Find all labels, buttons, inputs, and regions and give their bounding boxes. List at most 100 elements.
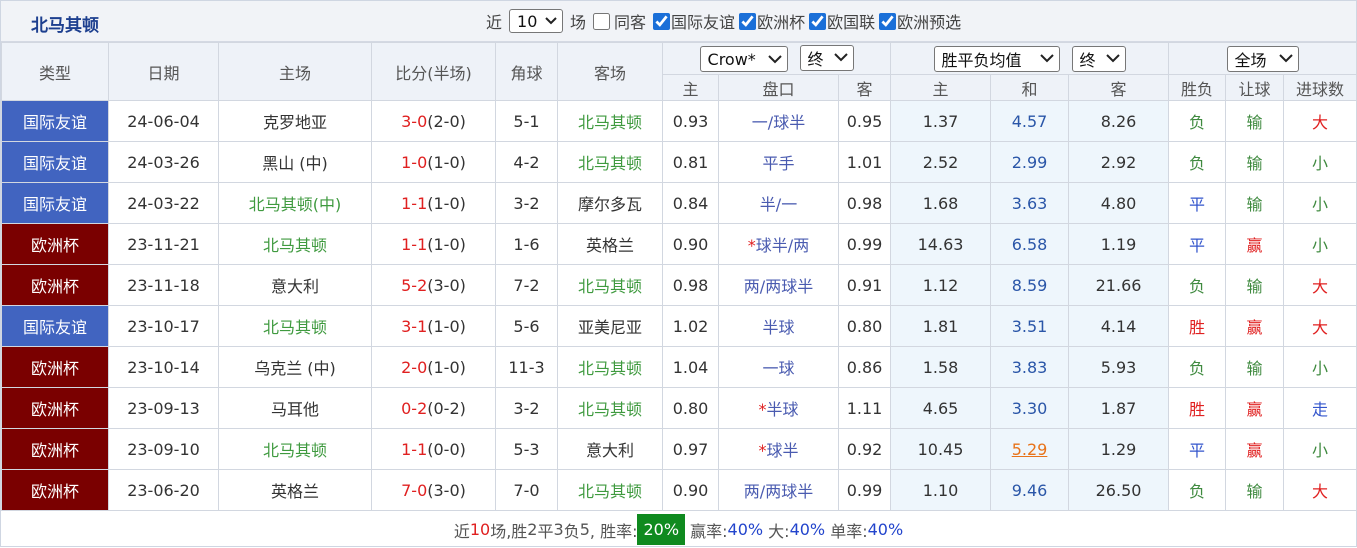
- away-team-text: 英格兰: [585, 236, 634, 255]
- dropdown[interactable]: 终: [799, 44, 854, 71]
- goals-result-text: 大: [1312, 482, 1329, 501]
- team-title: 北马其顿: [31, 16, 99, 36]
- match-date-text: 23-09-10: [127, 439, 200, 459]
- handicap-line: *球半/两: [718, 223, 839, 265]
- home-handicap-odds-text: 0.98: [672, 275, 709, 295]
- competition-type: 欧洲杯: [1, 346, 109, 388]
- home-handicap-odds: 1.04: [662, 346, 719, 388]
- match-date: 23-11-18: [108, 264, 219, 306]
- home-team-text: 北马其顿: [262, 236, 327, 255]
- sub-header-row: 主盘口客主和客胜负 让球 进球数: [2, 74, 1357, 101]
- corners-text: 1-6: [513, 234, 540, 254]
- match-date: 24-03-26: [108, 141, 219, 183]
- match-date: 24-03-22: [108, 182, 219, 224]
- match-row: 欧洲杯 23-11-18 意大利 5-2(3-0) 7-2 北马其顿 0.98 两/两球半 0.…: [1, 264, 1357, 306]
- summary-segment: 2: [527, 520, 538, 539]
- handicap-result-text: 输: [1246, 154, 1263, 173]
- competition-type-text: 国际友谊: [22, 318, 87, 337]
- loss-odds-text: 1.87: [1100, 398, 1137, 418]
- handicap-line: 一球: [718, 346, 839, 388]
- match-result: 胜: [1168, 305, 1227, 347]
- filter-checkbox[interactable]: [809, 12, 827, 30]
- competition-type-text: 欧洲杯: [30, 441, 79, 460]
- filter-checkbox[interactable]: [653, 12, 671, 30]
- home-handicap-odds-text: 0.90: [672, 480, 709, 500]
- away-team: 北马其顿: [557, 469, 663, 511]
- home-team: 意大利: [218, 264, 372, 306]
- full-score: 0-2: [401, 398, 428, 418]
- home-team-text: 北马其顿: [262, 318, 327, 337]
- match-result: 平: [1168, 182, 1227, 224]
- loss-odds: 1.87: [1068, 387, 1170, 429]
- match-table: 类型 日期 主场 比分(半场) 角球 客场 Crow* 终胜平负均值终全场 主盘口客主和客胜负…: [1, 42, 1357, 511]
- loss-odds-text: 1.19: [1100, 234, 1137, 254]
- match-date-text: 24-06-04: [127, 111, 200, 131]
- win-odds-text: 1.81: [922, 316, 959, 336]
- top-bar: 北马其顿 近 10 场 同客 国际友谊 欧洲杯 欧国联 欧洲预选: [1, 1, 1356, 42]
- draw-odds-text: 3.63: [1011, 193, 1048, 213]
- handicap-result: 输: [1225, 346, 1285, 388]
- goals-result: 小: [1283, 182, 1357, 224]
- match-date-text: 23-11-21: [127, 234, 200, 254]
- away-team: 摩尔多瓦: [557, 182, 663, 224]
- match-result: 负: [1168, 264, 1227, 306]
- dropdown[interactable]: 终: [1071, 45, 1126, 72]
- draw-odds-text: 3.83: [1011, 357, 1048, 377]
- home-team-text: 意大利: [270, 277, 319, 296]
- home-team-text: 黑山 (中): [262, 154, 328, 173]
- full-score: 3-1: [401, 316, 428, 336]
- dropdown[interactable]: 全场: [1226, 45, 1299, 72]
- loss-odds-text: 1.29: [1100, 439, 1137, 459]
- sub-column-header: 胜负: [1168, 74, 1227, 101]
- corners: 3-2: [495, 182, 558, 224]
- summary: 近 10 场,胜 2 平 3 负 5, 胜率: 20% 赢率: 40% 大: 40% 单率: 40%: [1, 511, 1356, 548]
- goals-result: 小: [1283, 346, 1357, 388]
- competition-filters: 国际友谊 欧洲杯 欧国联 欧洲预选: [649, 9, 961, 33]
- half-score: (0-0): [427, 439, 466, 459]
- corners-text: 7-2: [513, 275, 540, 295]
- match-row: 国际友谊 23-10-17 北马其顿 3-1(1-0) 5-6 亚美尼亚 1.02 半球 0.8…: [1, 305, 1357, 347]
- home-team-text: 英格兰: [270, 482, 319, 501]
- summary-segment: 40%: [867, 520, 904, 539]
- win-odds-text: 4.65: [922, 398, 959, 418]
- away-team: 北马其顿: [557, 346, 663, 388]
- win-odds-text: 2.52: [922, 152, 959, 172]
- filter-checkbox[interactable]: [879, 12, 897, 30]
- loss-odds-text: 4.14: [1100, 316, 1137, 336]
- corners: 7-0: [495, 469, 558, 511]
- handicap-result-text: 输: [1246, 277, 1263, 296]
- handicap-result: 输: [1225, 469, 1285, 511]
- chevron: [1039, 54, 1054, 63]
- chevron: [1105, 54, 1120, 63]
- handicap-text: 两/两球半: [743, 482, 814, 501]
- summary-segment: 20%: [637, 514, 686, 545]
- dropdown[interactable]: Crow*: [699, 46, 788, 73]
- filter-label: 欧洲杯: [757, 13, 806, 32]
- match-row: 欧洲杯 23-10-14 乌克兰 (中) 2-0(1-0) 11-3 北马其顿 1.04 一球…: [1, 346, 1357, 388]
- filter-checkbox[interactable]: [739, 12, 757, 30]
- recent-select[interactable]: 10: [509, 9, 564, 33]
- corners-text: 5-3: [513, 439, 540, 459]
- handicap-text: 两/两球半: [743, 277, 814, 296]
- half-score: (1-0): [427, 316, 466, 336]
- same-away-checkbox[interactable]: [593, 12, 611, 30]
- score: 1-0(1-0): [371, 141, 496, 183]
- goals-result-text: 小: [1312, 236, 1329, 255]
- draw-odds: 3.30: [990, 387, 1070, 429]
- away-handicap-odds: 0.95: [837, 100, 892, 142]
- win-odds: 1.68: [890, 182, 992, 224]
- away-team-text: 北马其顿: [577, 482, 642, 501]
- rows: 国际友谊 24-06-04 克罗地亚 3-0(2-0) 5-1 北马其顿 0.93 一/球半 0…: [1, 100, 1357, 511]
- away-handicap-odds: 0.91: [837, 264, 892, 306]
- loss-odds: 4.80: [1068, 182, 1170, 224]
- home-handicap-odds-text: 0.84: [672, 193, 709, 213]
- goals-result-text: 小: [1312, 359, 1329, 378]
- handicap-text: 半/一: [759, 195, 798, 214]
- home-handicap-odds-text: 0.80: [672, 398, 709, 418]
- dropdown[interactable]: 胜平负均值: [933, 45, 1060, 72]
- handicap-text: 半球: [762, 318, 795, 337]
- chevron: [545, 17, 557, 25]
- recent-count: 10: [517, 11, 538, 31]
- loss-odds-text: 4.80: [1100, 193, 1137, 213]
- match-result-text: 负: [1189, 482, 1206, 501]
